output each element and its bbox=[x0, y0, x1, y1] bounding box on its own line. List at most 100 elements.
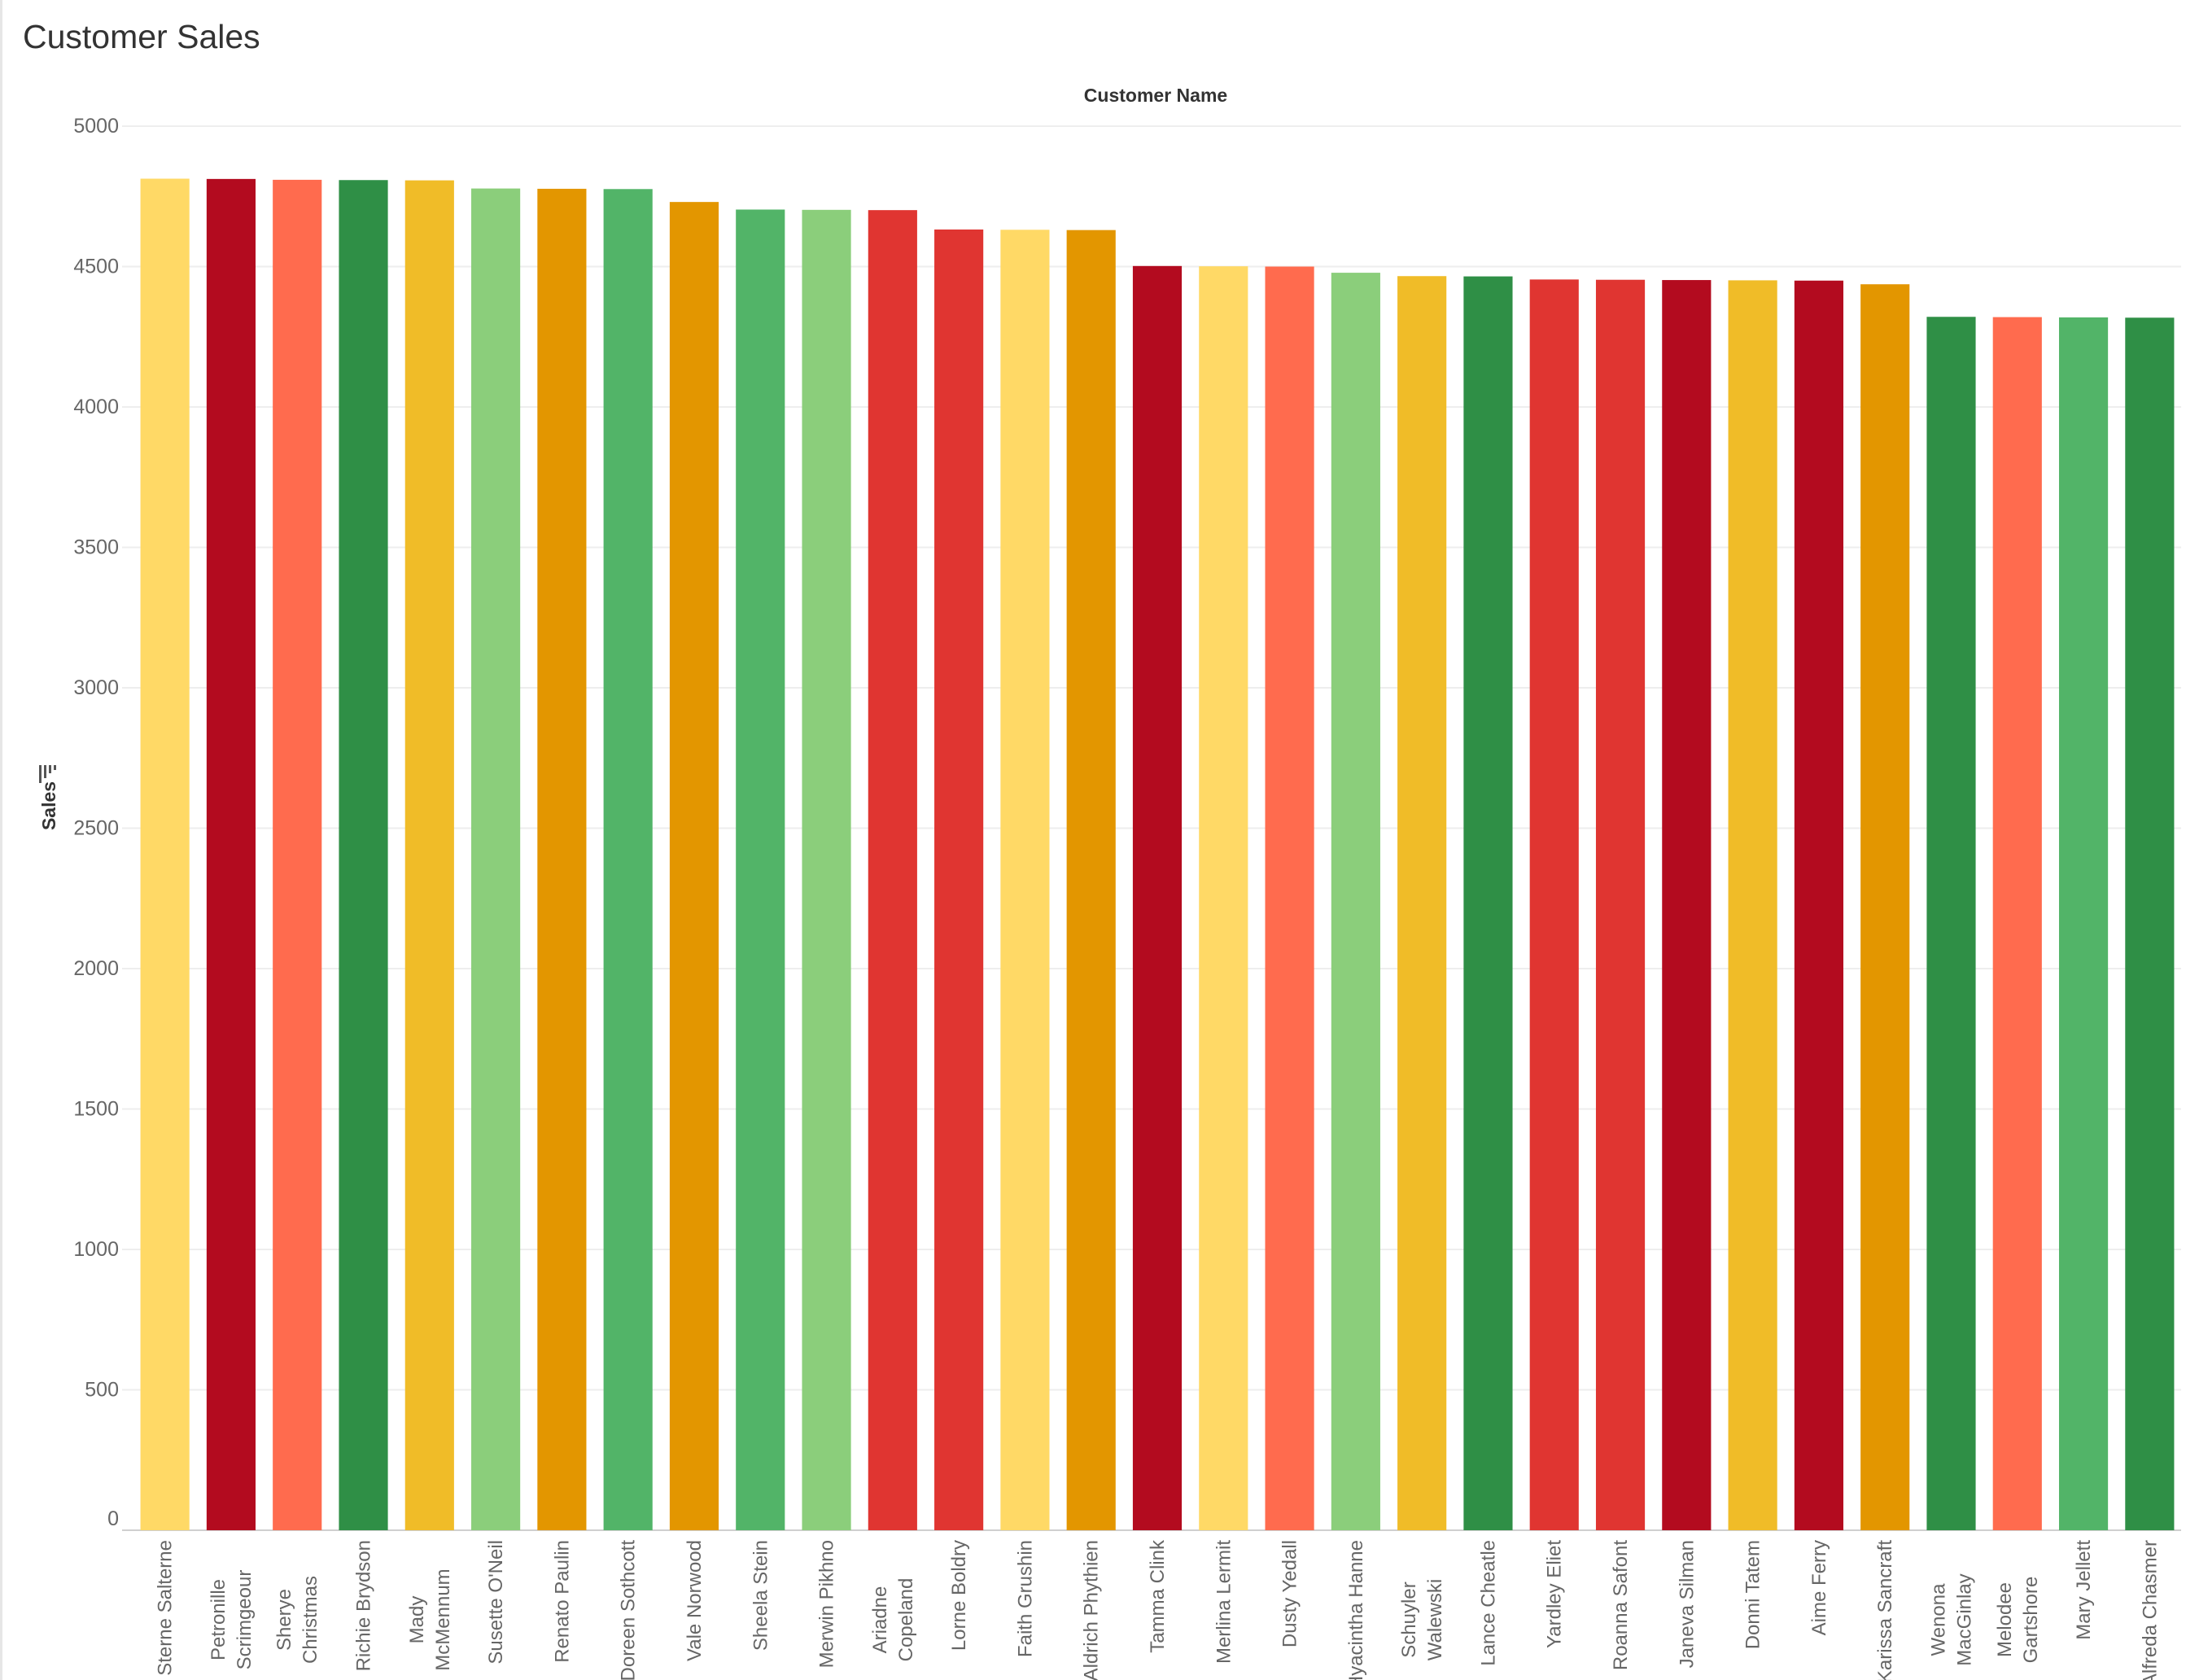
x-tick-label: Renato Paulin bbox=[551, 1540, 573, 1663]
left-border bbox=[0, 0, 2, 1680]
y-tick-label: 1000 bbox=[73, 1238, 119, 1261]
x-tick-label: Mady McMennum bbox=[406, 1568, 454, 1670]
x-tick-label: Aime Ferry bbox=[1808, 1540, 1830, 1635]
x-axis-title: Customer Name bbox=[1084, 85, 1227, 106]
bar[interactable] bbox=[339, 180, 388, 1531]
svg-text:Karissa Sancraft: Karissa Sancraft bbox=[1874, 1540, 1896, 1680]
bar[interactable] bbox=[1662, 280, 1712, 1530]
bar[interactable] bbox=[1529, 279, 1579, 1530]
y-tick-label: 0 bbox=[107, 1507, 119, 1530]
page-title: Customer Sales bbox=[23, 18, 260, 55]
x-tick-label: Petronille Scrimgeour bbox=[208, 1570, 256, 1670]
y-axis-ticks: 0 500 1000 1500 2000 2500 3000 3500 4000 4500 5000 bbox=[73, 115, 119, 1530]
y-tick-label: 5000 bbox=[73, 115, 119, 138]
bar[interactable] bbox=[1066, 230, 1116, 1530]
x-tick-label: Aldrich Phythien bbox=[1081, 1540, 1103, 1680]
svg-text:Aime Ferry: Aime Ferry bbox=[1808, 1540, 1830, 1635]
svg-text:Vale Norwood: Vale Norwood bbox=[684, 1540, 706, 1661]
svg-text:Tamma Clink: Tamma Clink bbox=[1147, 1539, 1169, 1653]
x-axis-labels: Sterne Salterne Petronille Scrimgeour Shery… bbox=[155, 1539, 2162, 1680]
bar[interactable] bbox=[537, 188, 587, 1530]
bar[interactable] bbox=[1331, 273, 1380, 1531]
svg-text:Sterne Salterne: Sterne Salterne bbox=[155, 1540, 177, 1676]
bar[interactable] bbox=[140, 178, 190, 1530]
bar[interactable] bbox=[802, 209, 851, 1530]
bar[interactable] bbox=[934, 229, 984, 1531]
bar[interactable] bbox=[603, 189, 653, 1530]
y-axis-title: Sales bbox=[38, 781, 59, 830]
bar[interactable] bbox=[669, 202, 719, 1530]
bar[interactable] bbox=[736, 209, 785, 1531]
sort-descending-icon[interactable] bbox=[39, 765, 56, 783]
x-tick-label: Richie Brydson bbox=[353, 1540, 375, 1671]
bar[interactable] bbox=[1132, 265, 1183, 1530]
bar[interactable] bbox=[2125, 317, 2175, 1530]
x-tick-label: Faith Grushin bbox=[1014, 1540, 1036, 1657]
bar[interactable] bbox=[1728, 280, 1777, 1530]
x-tick-label: Karissa Sancraft bbox=[1874, 1540, 1896, 1680]
x-tick-label: Merlina Lermit bbox=[1213, 1540, 1235, 1664]
x-tick-label: Sheela Stein bbox=[750, 1540, 772, 1651]
x-tick-label: Merwin Pikhno bbox=[816, 1540, 838, 1668]
bar[interactable] bbox=[1926, 317, 1976, 1530]
x-tick-label: Susette O'Neil bbox=[485, 1540, 507, 1665]
bar[interactable] bbox=[1860, 284, 1910, 1530]
svg-text:Donni Tatem: Donni Tatem bbox=[1742, 1540, 1764, 1649]
y-tick-label: 2000 bbox=[73, 957, 119, 980]
x-tick-label: Roanna Safont bbox=[1610, 1540, 1632, 1670]
svg-text:Lorne Boldry: Lorne Boldry bbox=[948, 1540, 970, 1651]
svg-text:Yardley Eliet: Yardley Eliet bbox=[1544, 1540, 1566, 1648]
y-tick-label: 1500 bbox=[73, 1098, 119, 1121]
x-tick-label: Janeva Silman bbox=[1676, 1540, 1698, 1668]
x-tick-label: Doreen Sothcott bbox=[618, 1540, 640, 1680]
svg-text:Roanna Safont: Roanna Safont bbox=[1610, 1540, 1632, 1670]
bar[interactable] bbox=[1463, 276, 1513, 1531]
bar[interactable] bbox=[471, 188, 521, 1531]
bar[interactable] bbox=[1397, 276, 1447, 1531]
svg-text:Renato Paulin: Renato Paulin bbox=[551, 1540, 573, 1663]
bar[interactable] bbox=[206, 178, 256, 1531]
x-tick-label: Sherye Christmas bbox=[273, 1576, 321, 1664]
svg-text:Aldrich Phythien: Aldrich Phythien bbox=[1081, 1540, 1103, 1680]
svg-text:Doreen Sothcott: Doreen Sothcott bbox=[618, 1540, 640, 1680]
x-tick-label: Dusty Yedall bbox=[1279, 1540, 1301, 1647]
bar[interactable] bbox=[1199, 266, 1248, 1530]
bar[interactable] bbox=[1794, 280, 1843, 1530]
svg-text:Merlina Lermit: Merlina Lermit bbox=[1213, 1540, 1235, 1664]
svg-text:Richie Brydson: Richie Brydson bbox=[353, 1540, 375, 1671]
x-tick-label: Melodee Gartshore bbox=[1994, 1577, 2042, 1664]
bar[interactable] bbox=[1265, 266, 1314, 1531]
x-tick-label: Vale Norwood bbox=[684, 1540, 706, 1661]
x-tick-label: Donni Tatem bbox=[1742, 1540, 1764, 1649]
y-tick-label: 4000 bbox=[73, 396, 119, 418]
x-tick-label: Lance Cheatle bbox=[1477, 1540, 1499, 1666]
y-tick-label: 3000 bbox=[73, 676, 119, 699]
bar[interactable] bbox=[1992, 317, 2042, 1531]
x-tick-label: Ariadne Copeland bbox=[869, 1578, 917, 1662]
x-tick-label: Alfreda Chasmer bbox=[2139, 1540, 2161, 1680]
x-tick-label: Wenona MacGinlay bbox=[1927, 1573, 1975, 1665]
x-tick-label: Tamma Clink bbox=[1147, 1539, 1169, 1653]
svg-text:Lance Cheatle: Lance Cheatle bbox=[1477, 1540, 1499, 1666]
x-tick-label: Schuyler Walewski bbox=[1398, 1579, 1446, 1660]
bar[interactable] bbox=[404, 180, 454, 1531]
bar[interactable] bbox=[2058, 317, 2109, 1530]
x-tick-label: Hyacintha Hanne bbox=[1345, 1540, 1367, 1680]
svg-text:Merwin Pikhno: Merwin Pikhno bbox=[816, 1540, 838, 1668]
svg-text:Mary Jellett: Mary Jellett bbox=[2073, 1540, 2095, 1640]
svg-text:Hyacintha Hanne: Hyacintha Hanne bbox=[1345, 1540, 1367, 1680]
bar[interactable] bbox=[273, 179, 322, 1530]
bar[interactable] bbox=[1595, 279, 1646, 1531]
bar[interactable] bbox=[1000, 230, 1050, 1531]
bar[interactable] bbox=[868, 210, 917, 1530]
x-tick-label: Mary Jellett bbox=[2073, 1540, 2095, 1640]
bars bbox=[140, 178, 2175, 1531]
y-tick-label: 4500 bbox=[73, 256, 119, 278]
svg-text:Janeva Silman: Janeva Silman bbox=[1676, 1540, 1698, 1668]
